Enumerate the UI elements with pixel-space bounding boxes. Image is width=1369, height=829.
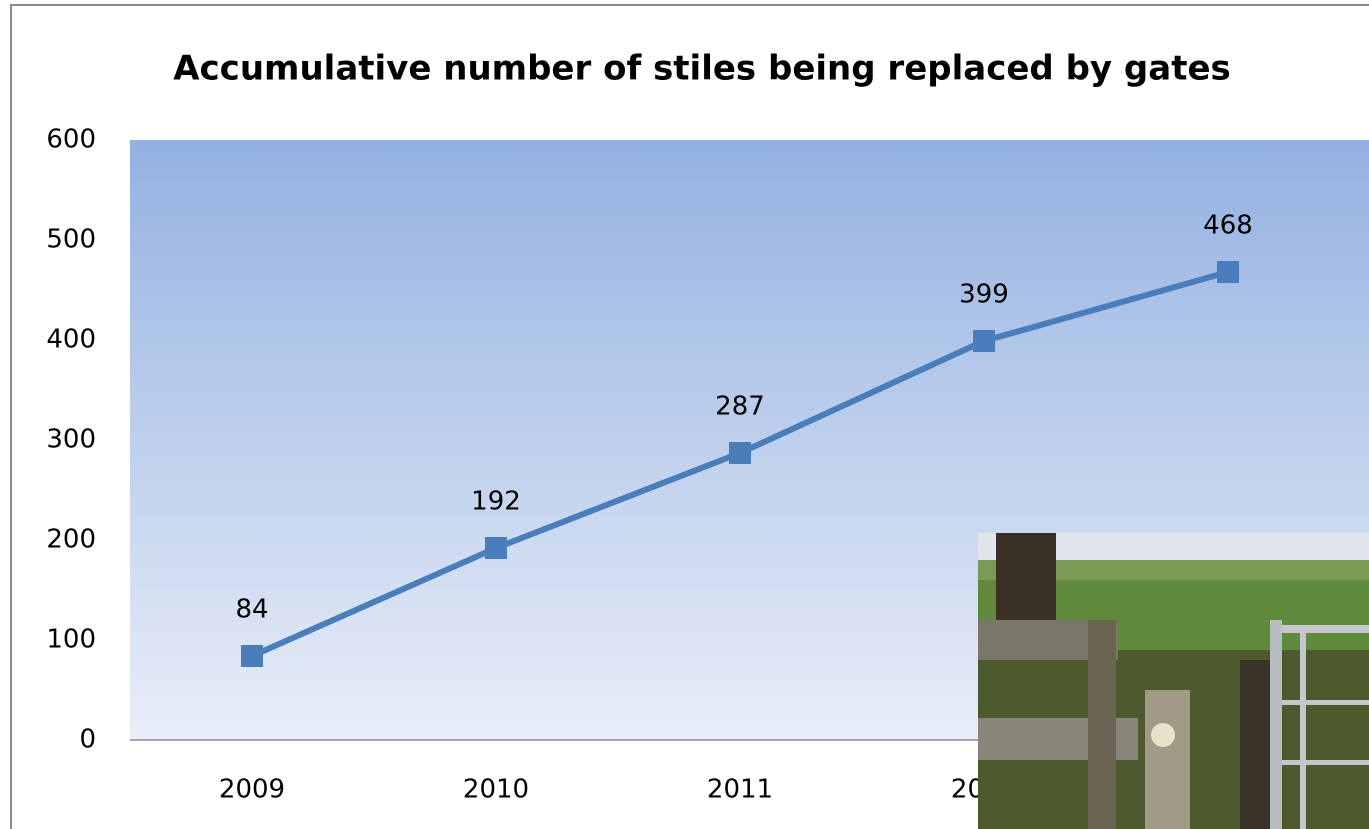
chart-title: Accumulative number of stiles being repl… xyxy=(173,49,1231,89)
y-tick-label: 300 xyxy=(46,425,96,455)
point-marker xyxy=(241,645,263,667)
y-tick-label: 0 xyxy=(79,725,96,755)
point-marker xyxy=(973,330,995,352)
y-tick-label: 200 xyxy=(46,525,96,555)
x-tick-label: 2009 xyxy=(219,775,285,805)
photo xyxy=(978,533,1369,829)
data-label: 468 xyxy=(1203,211,1253,241)
point-marker xyxy=(485,537,507,559)
data-label: 287 xyxy=(715,392,765,422)
y-tick-label: 100 xyxy=(46,625,96,655)
data-label: 84 xyxy=(235,595,268,625)
data-label: 192 xyxy=(471,487,521,517)
x-tick-label: 2011 xyxy=(707,775,773,805)
y-tick-label: 400 xyxy=(46,325,96,355)
point-marker xyxy=(729,442,751,464)
point-marker xyxy=(1217,261,1239,283)
x-tick-label: 2010 xyxy=(463,775,529,805)
data-label: 399 xyxy=(959,280,1009,310)
y-tick-label: 500 xyxy=(46,225,96,255)
y-tick-label: 600 xyxy=(46,125,96,155)
